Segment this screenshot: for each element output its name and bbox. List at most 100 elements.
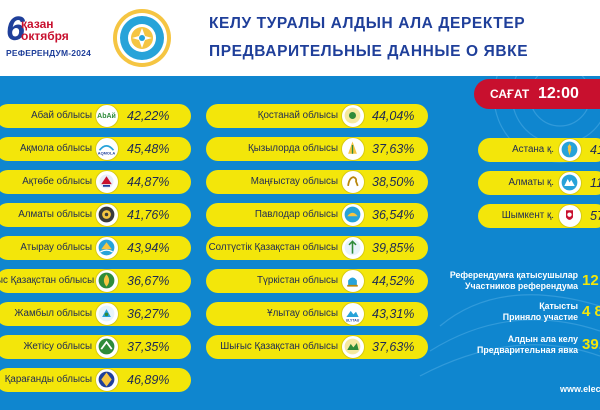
svg-text:AbAй: AbAй: [97, 112, 116, 120]
region-row-zhambyl: Жамбыл облысы 36,27%: [0, 302, 191, 326]
region-name: Қарағанды облысы: [4, 374, 92, 385]
header: 6 қазан октября РЕФЕРЕНДУМ-2024 КЕЛУ ТУР…: [0, 0, 600, 76]
city-value: 41: [590, 143, 600, 157]
region-value: 46,89%: [127, 373, 170, 387]
region-row-mangystau: Маңғыстау облысы 38,50%: [206, 170, 428, 194]
region-emblem-icon: [341, 269, 365, 293]
region-name: Қызылорда облысы: [248, 143, 338, 154]
city-value: 11: [590, 176, 600, 190]
region-value: 42,22%: [127, 109, 170, 123]
region-emblem-icon: ULYTAU: [341, 302, 365, 326]
region-emblem-icon: [95, 236, 119, 260]
stat-label-ru: Участников референдума: [465, 281, 578, 291]
time-label: САҒАТ: [490, 87, 530, 101]
region-emblem-icon: [95, 368, 119, 392]
title-ru: ПРЕДВАРИТЕЛЬНЫЕ ДАННЫЕ О ЯВКЕ: [209, 43, 529, 60]
region-name: Шығыс Қазақстан облысы: [220, 341, 338, 352]
region-row-almaty-region: Алматы облысы 41,76%: [0, 203, 191, 227]
city-row-shymkent: Шымкент қ. 57: [478, 204, 600, 228]
region-row-karaganda: Қарағанды облысы 46,89%: [0, 368, 191, 392]
svg-text:AQMOLA: AQMOLA: [98, 151, 116, 156]
region-name: Солтүстік Қазақстан облысы: [208, 242, 338, 253]
stat-label-ru: Предварительная явка: [477, 345, 578, 355]
region-row-west-kazakhstan: ыс Қазақстан облысы 36,67%: [0, 269, 191, 293]
city-emblem-icon: [558, 171, 582, 195]
region-row-pavlodar: Павлодар облысы 36,54%: [206, 203, 428, 227]
region-emblem-icon: AbAй: [95, 104, 119, 128]
city-emblem-icon: [558, 204, 582, 228]
svg-text:ULYTAU: ULYTAU: [346, 318, 360, 322]
region-value: 43,94%: [127, 241, 170, 255]
region-value: 43,31%: [372, 307, 415, 321]
region-name: Павлодар облысы: [254, 209, 338, 220]
region-value: 36,27%: [127, 307, 170, 321]
region-row-abai: Абай облысы AbAй 42,22%: [0, 104, 191, 128]
region-value: 39,85%: [372, 241, 415, 255]
region-row-kyzylorda: Қызылорда облысы 37,63%: [206, 137, 428, 161]
region-name: Ұлытау облысы: [267, 308, 338, 319]
region-emblem-icon: [341, 137, 365, 161]
region-value: 37,63%: [372, 340, 415, 354]
region-row-aktobe: Ақтөбе облысы 44,87%: [0, 170, 191, 194]
region-value: 37,63%: [372, 142, 415, 156]
region-name: Маңғыстау облысы: [250, 176, 338, 187]
region-name: Жетісу облысы: [23, 341, 92, 352]
stat-label-kz: Референдумға қатысушылар: [449, 270, 578, 280]
city-name: Шымкент қ.: [501, 210, 554, 221]
region-value: 45,48%: [127, 142, 170, 156]
title-kz: КЕЛУ ТУРАЛЫ АЛДЫН АЛА ДЕРЕКТЕР: [209, 15, 526, 32]
stat-value: 39,: [582, 336, 600, 353]
logo-referendum: РЕФЕРЕНДУМ-2024: [6, 48, 92, 58]
region-value: 36,67%: [127, 274, 170, 288]
time-banner: САҒАТ 12:00: [474, 79, 600, 109]
region-value: 37,35%: [127, 340, 170, 354]
region-emblem-icon: [95, 203, 119, 227]
stat-label-kz: Қатысты: [539, 301, 578, 311]
region-emblem-icon: [95, 302, 119, 326]
region-value: 38,50%: [372, 175, 415, 189]
region-emblem-icon: [341, 203, 365, 227]
region-value: 36,54%: [372, 208, 415, 222]
region-emblem-icon: [341, 170, 365, 194]
region-emblem-icon: [341, 335, 365, 359]
region-row-akmola: Ақмола облысы AQMOLA 45,48%: [0, 137, 191, 161]
region-name: ыс Қазақстан облысы: [0, 275, 95, 286]
region-row-east-kazakhstan: Шығыс Қазақстан облысы 37,63%: [206, 335, 428, 359]
logo-month-kz: қазан: [21, 17, 54, 31]
city-row-almaty: Алматы қ. 11: [478, 171, 600, 195]
region-emblem-icon: AQMOLA: [95, 137, 119, 161]
logo-day: 6: [6, 10, 25, 48]
region-row-turkistan: Түркістан облысы 44,52%: [206, 269, 428, 293]
city-name: Алматы қ.: [508, 177, 554, 188]
city-emblem-icon: [558, 138, 582, 162]
region-value: 44,52%: [372, 274, 415, 288]
logo-month-ru: октября: [21, 29, 69, 43]
region-row-zhetisu: Жетісу облысы 37,35%: [0, 335, 191, 359]
region-value: 41,76%: [127, 208, 170, 222]
region-name: Алматы облысы: [18, 209, 92, 220]
region-row-kostanay: Қостанай облысы 44,04%: [206, 104, 428, 128]
election-commission-emblem-icon: [113, 9, 171, 67]
time-value: 12:00: [538, 85, 579, 102]
stat-label-kz: Алдын ала келу: [507, 334, 578, 344]
city-name: Астана қ.: [512, 144, 554, 155]
region-emblem-icon: [95, 269, 119, 293]
stat-participants: Референдумға қатысушылар Участников рефе…: [448, 270, 600, 292]
stat-took-part: Қатысты Приняло участие 4 8: [448, 301, 600, 323]
region-emblem-icon: [95, 335, 119, 359]
region-row-north-kazakhstan: Солтүстік Қазақстан облысы 39,85%: [206, 236, 428, 260]
referendum-logo: 6 қазан октября РЕФЕРЕНДУМ-2024: [6, 8, 96, 68]
region-name: Атырау облысы: [20, 242, 92, 253]
city-value: 57: [590, 209, 600, 223]
stat-value: 12: [582, 272, 599, 289]
region-row-atyrau: Атырау облысы 43,94%: [0, 236, 191, 260]
region-name: Абай облысы: [31, 110, 92, 121]
region-emblem-icon: [341, 104, 365, 128]
region-row-ulytau: Ұлытау облысы ULYTAU 43,31%: [206, 302, 428, 326]
region-name: Ақмола облысы: [20, 143, 92, 154]
region-name: Қостанай облысы: [257, 110, 338, 121]
region-emblem-icon: [341, 236, 365, 260]
region-value: 44,87%: [127, 175, 170, 189]
stat-label-ru: Приняло участие: [502, 312, 578, 322]
website-link[interactable]: www.elect: [560, 384, 600, 394]
